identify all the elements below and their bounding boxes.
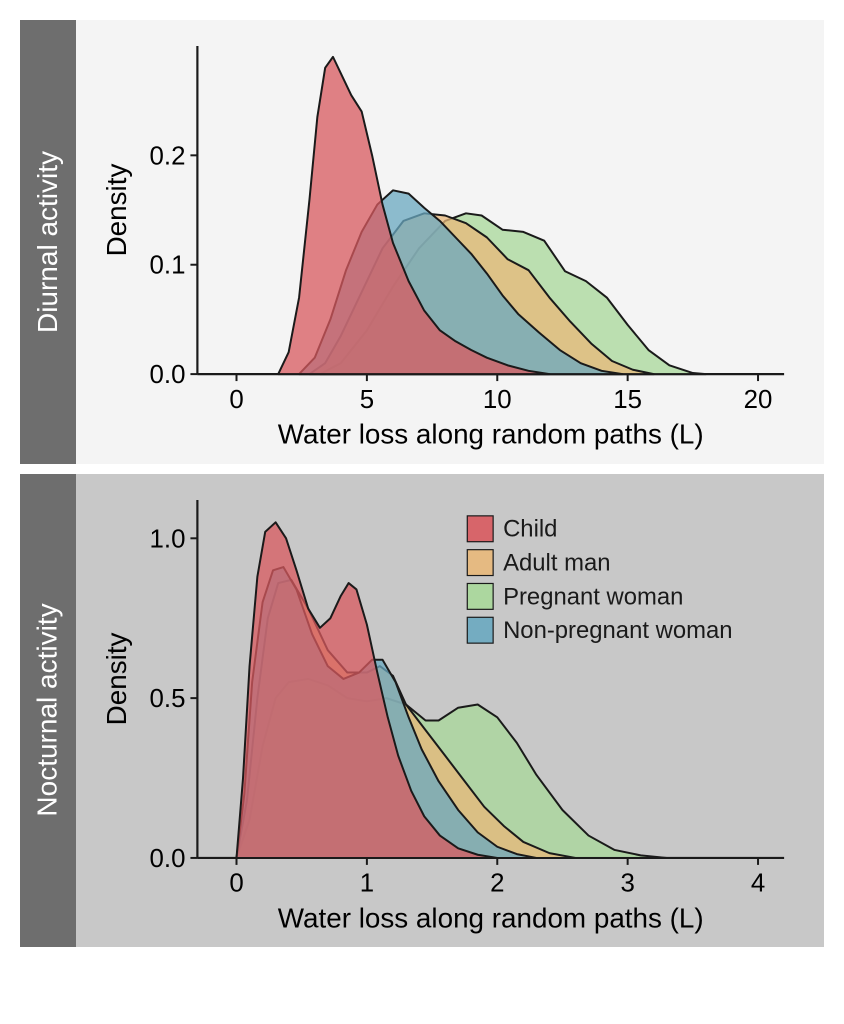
panel-nocturnal: Nocturnal activity 0.0 0.5 1.0 0 1 2 3 4 Density… bbox=[20, 474, 824, 947]
svg-text:Water loss along random paths: Water loss along random paths (L) bbox=[278, 902, 704, 933]
svg-text:Density: Density bbox=[101, 164, 132, 257]
density-plot-diurnal: 0.0 0.1 0.2 0 5 10 15 20 Density Water loss along… bbox=[88, 36, 804, 464]
svg-text:20: 20 bbox=[744, 386, 773, 414]
svg-text:4: 4 bbox=[751, 869, 765, 897]
svg-text:Water loss along random paths: Water loss along random paths (L) bbox=[278, 419, 704, 450]
density-plot-nocturnal: 0.0 0.5 1.0 0 1 2 3 4 Density Water loss along ra… bbox=[88, 490, 804, 947]
svg-text:Density: Density bbox=[101, 632, 132, 725]
svg-text:0.0: 0.0 bbox=[150, 361, 186, 389]
figure: Diurnal activity 0.00.10.205101520Densit… bbox=[20, 20, 824, 947]
svg-text:3: 3 bbox=[620, 869, 634, 897]
strip-label-nocturnal: Nocturnal activity bbox=[32, 604, 64, 817]
svg-text:Child: Child bbox=[503, 515, 557, 542]
panel-diurnal: Diurnal activity 0.0 0.1 0.2 0 5 10 15 20 Densit… bbox=[20, 20, 824, 464]
svg-text:0: 0 bbox=[229, 386, 243, 414]
svg-text:0: 0 bbox=[229, 869, 243, 897]
strip-diurnal: Diurnal activity bbox=[20, 20, 76, 464]
svg-text:Non-pregnant woman: Non-pregnant woman bbox=[503, 617, 732, 644]
svg-text:1.0: 1.0 bbox=[150, 525, 186, 553]
svg-text:Pregnant woman: Pregnant woman bbox=[503, 583, 683, 610]
plot-wrap-nocturnal: 0.0 0.5 1.0 0 1 2 3 4 Density Water loss along ra… bbox=[76, 474, 824, 947]
svg-text:Adult man: Adult man bbox=[503, 549, 610, 576]
svg-text:0.2: 0.2 bbox=[150, 142, 186, 170]
svg-text:2: 2 bbox=[490, 869, 504, 897]
strip-label-diurnal: Diurnal activity bbox=[32, 151, 64, 333]
svg-text:15: 15 bbox=[613, 386, 642, 414]
svg-text:0.5: 0.5 bbox=[150, 685, 186, 713]
plot-wrap-diurnal: 0.0 0.1 0.2 0 5 10 15 20 Density Water loss along… bbox=[76, 20, 824, 464]
svg-text:1: 1 bbox=[360, 869, 374, 897]
svg-text:0.1: 0.1 bbox=[150, 252, 186, 280]
svg-text:10: 10 bbox=[483, 386, 512, 414]
strip-nocturnal: Nocturnal activity bbox=[20, 474, 76, 947]
svg-text:0.0: 0.0 bbox=[150, 844, 186, 872]
svg-text:5: 5 bbox=[360, 386, 374, 414]
